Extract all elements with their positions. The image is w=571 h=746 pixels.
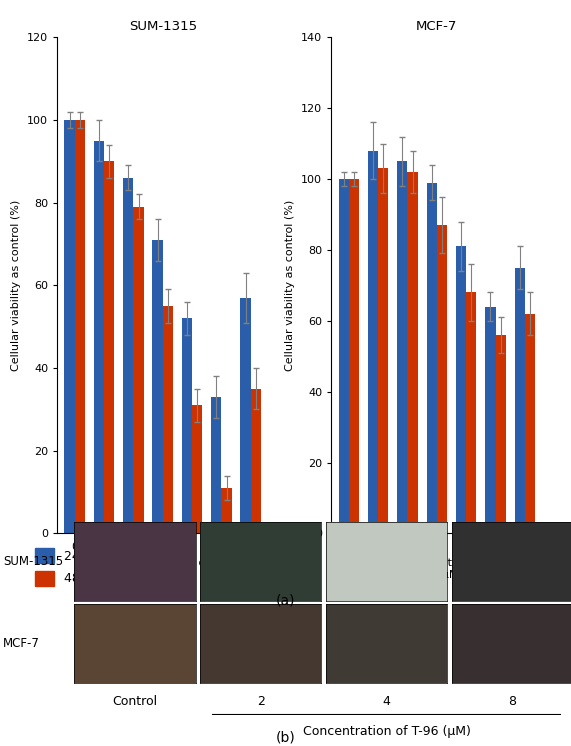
Title: MCF-7: MCF-7 (416, 20, 457, 34)
Text: 8: 8 (509, 695, 517, 708)
Legend: 24 h, 48 h: 24 h, 48 h (35, 548, 91, 586)
Bar (222, 488, 232, 533)
Y-axis label: Cellular viability as control (%): Cellular viability as control (%) (11, 200, 21, 371)
Y-axis label: Cellular viability as control (%): Cellular viability as control (%) (286, 200, 295, 371)
Bar (75, 120, 85, 533)
Bar (104, 161, 114, 533)
Bar (397, 161, 408, 533)
Text: MCF-7: MCF-7 (3, 637, 40, 650)
Text: 2: 2 (257, 695, 265, 708)
Bar (211, 397, 222, 533)
Text: SUM-1315: SUM-1315 (3, 555, 63, 568)
Text: Concentration of T-96 (μM): Concentration of T-96 (μM) (303, 724, 471, 738)
Bar (152, 240, 163, 533)
Bar (251, 389, 261, 533)
Bar (456, 246, 466, 533)
X-axis label: Concentration of
T-96 (μM): Concentration of T-96 (μM) (116, 558, 210, 580)
Text: (a): (a) (276, 594, 295, 607)
Bar (192, 405, 202, 533)
Bar (123, 178, 134, 533)
X-axis label: Concentration of
T-96 (μM): Concentration of T-96 (μM) (390, 558, 484, 580)
Bar (485, 307, 496, 533)
Bar (514, 268, 525, 533)
Bar (408, 172, 418, 533)
Text: 4: 4 (383, 695, 391, 708)
Text: (b): (b) (276, 730, 295, 744)
Bar (427, 183, 437, 533)
Title: SUM-1315: SUM-1315 (128, 20, 197, 34)
Bar (182, 319, 192, 533)
Text: Control: Control (112, 695, 158, 708)
Bar (65, 120, 75, 533)
Bar (339, 179, 349, 533)
Bar (349, 179, 359, 533)
Bar (368, 151, 378, 533)
Bar (134, 207, 144, 533)
Bar (525, 314, 535, 533)
Bar (496, 335, 506, 533)
Bar (466, 292, 476, 533)
Bar (240, 298, 251, 533)
Bar (163, 306, 173, 533)
Bar (437, 225, 447, 533)
Bar (94, 141, 104, 533)
Bar (378, 169, 388, 533)
